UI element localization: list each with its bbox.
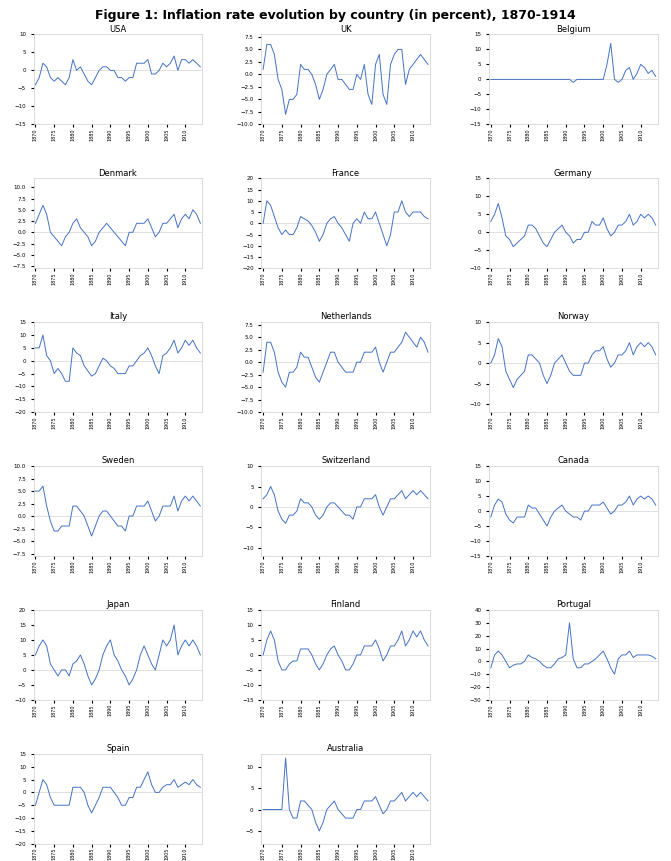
- Title: Germany: Germany: [554, 169, 592, 177]
- Title: Spain: Spain: [106, 744, 130, 753]
- Title: Netherlands: Netherlands: [320, 313, 371, 321]
- Title: Canada: Canada: [557, 456, 589, 465]
- Title: UK: UK: [340, 25, 352, 34]
- Title: Switzerland: Switzerland: [321, 456, 370, 465]
- Title: Japan: Japan: [106, 600, 130, 610]
- Title: Norway: Norway: [557, 313, 589, 321]
- Title: Sweden: Sweden: [101, 456, 135, 465]
- Title: Australia: Australia: [327, 744, 364, 753]
- Title: Finland: Finland: [330, 600, 361, 610]
- Title: Denmark: Denmark: [99, 169, 138, 177]
- Title: USA: USA: [109, 25, 127, 34]
- Title: Belgium: Belgium: [556, 25, 590, 34]
- Title: France: France: [331, 169, 360, 177]
- Text: Figure 1: Inflation rate evolution by country (in percent), 1870-1914: Figure 1: Inflation rate evolution by co…: [95, 9, 576, 22]
- Title: Portugal: Portugal: [556, 600, 590, 610]
- Title: Italy: Italy: [109, 313, 127, 321]
